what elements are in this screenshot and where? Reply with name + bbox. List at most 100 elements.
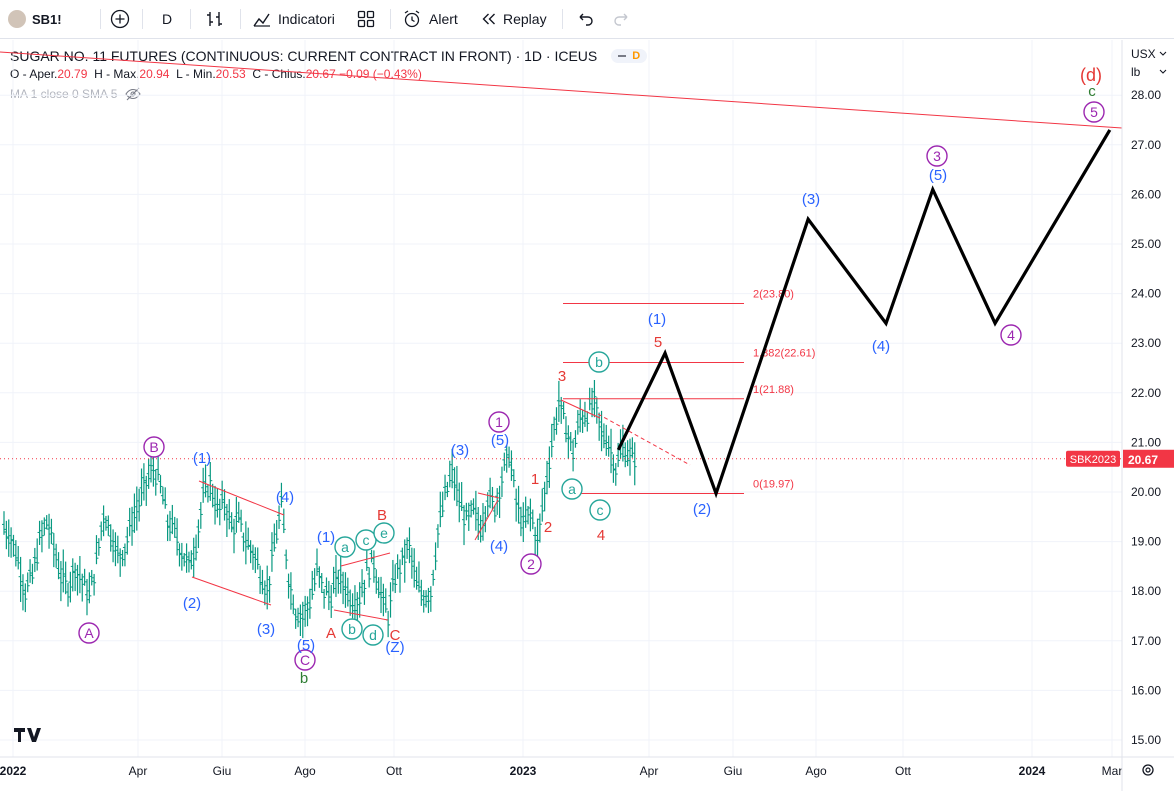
wave-label-1: (1) bbox=[648, 311, 666, 328]
x-tick-label: Ott bbox=[895, 764, 912, 778]
y-tick-label: 28.00 bbox=[1131, 88, 1161, 102]
close-value: 20.67 bbox=[305, 67, 336, 81]
high-value: 20.94 bbox=[139, 67, 170, 81]
pattern-trendline bbox=[333, 609, 389, 621]
status-badge[interactable]: D bbox=[611, 49, 648, 63]
x-tick-label: Ott bbox=[386, 764, 403, 778]
y-tick-label: 18.00 bbox=[1131, 584, 1161, 598]
wave-label-3: (3) bbox=[257, 621, 275, 638]
y-tick-label: 16.00 bbox=[1131, 683, 1161, 697]
last-price-tag bbox=[1123, 449, 1174, 468]
plus-circle-icon bbox=[110, 9, 130, 29]
wave-label-1: (1) bbox=[193, 450, 211, 467]
x-tick-label: Giu bbox=[724, 764, 743, 778]
high-label: H - Max. bbox=[94, 67, 140, 81]
market-status-label: D bbox=[632, 50, 641, 62]
close-label: C - Chius. bbox=[252, 67, 306, 81]
pattern-trendline bbox=[597, 413, 691, 466]
replay-button[interactable]: Replay bbox=[480, 7, 547, 31]
wave-label-b-circle bbox=[143, 436, 165, 458]
templates-button[interactable] bbox=[356, 7, 376, 31]
wave-label-4: (4) bbox=[276, 489, 294, 506]
symbol-search-button[interactable]: SB1! bbox=[8, 7, 62, 31]
wave-label-1-circle bbox=[488, 411, 510, 433]
interval-label: D bbox=[162, 11, 173, 27]
eye-off-icon[interactable] bbox=[125, 87, 142, 101]
wave-label-3: 3 bbox=[933, 148, 941, 164]
symbol-label: SB1! bbox=[32, 11, 62, 27]
wave-label-d-circle bbox=[362, 624, 384, 646]
y-tick-label: 21.00 bbox=[1131, 435, 1161, 449]
pattern-trendline bbox=[560, 399, 601, 419]
rewind-icon bbox=[482, 13, 495, 25]
wave-label-1: (1) bbox=[317, 529, 335, 546]
wave-label-4: (4) bbox=[490, 538, 508, 555]
wave-label-e: e bbox=[380, 525, 388, 541]
wave-label-b: b bbox=[348, 621, 356, 637]
x-tick-label: Ago bbox=[805, 764, 827, 778]
grid-layout-icon bbox=[357, 10, 375, 28]
pattern-trendline bbox=[474, 499, 499, 541]
x-tick-label: Mar bbox=[1102, 764, 1123, 778]
wave-label-c: C bbox=[300, 652, 310, 668]
compare-button[interactable] bbox=[110, 7, 130, 31]
pattern-trendline bbox=[198, 480, 285, 516]
chevron-down-icon bbox=[1159, 51, 1167, 74]
chart-type-button[interactable] bbox=[205, 7, 225, 31]
indicator-legend[interactable]: MA 1 close 0 SMA 5 bbox=[10, 87, 118, 101]
y-tick-label: 27.00 bbox=[1131, 138, 1161, 152]
wave-label-2: (2) bbox=[693, 501, 711, 518]
wave-label-c-circle bbox=[294, 649, 316, 671]
symbol-tag bbox=[1066, 450, 1120, 467]
wave-label-z: (Z) bbox=[385, 639, 404, 656]
pattern-trendline bbox=[340, 552, 391, 567]
wave-label-c: c bbox=[363, 532, 370, 548]
wave-label-4-circle bbox=[1000, 324, 1022, 346]
symbol-logo-icon bbox=[8, 10, 26, 28]
last-price-label: 20.67 bbox=[1128, 453, 1158, 467]
redo-button[interactable] bbox=[612, 7, 632, 31]
alarm-clock-icon bbox=[404, 10, 420, 28]
y-tick-label: 25.00 bbox=[1131, 237, 1161, 251]
wave-label-c-circle bbox=[589, 499, 611, 521]
wave-label-2-circle bbox=[520, 553, 542, 575]
wave-label-c: c bbox=[597, 502, 604, 518]
wave-label-4: 4 bbox=[597, 527, 605, 544]
wave-label-2: 2 bbox=[527, 556, 535, 572]
top-toolbar: SB1! D Indicatori Alert Replay bbox=[0, 0, 1174, 39]
wave-label-2: 2 bbox=[544, 519, 552, 536]
wave-label-1: 1 bbox=[495, 414, 503, 430]
wave-label-a-circle bbox=[561, 478, 583, 500]
alert-label: Alert bbox=[429, 11, 458, 27]
wave-label-c: c bbox=[1088, 83, 1096, 100]
wave-label-b: B bbox=[149, 439, 158, 455]
wave-label-5: (5) bbox=[491, 432, 509, 449]
pattern-trendline bbox=[477, 492, 500, 499]
wave-label-d: (d) bbox=[1080, 65, 1102, 85]
wave-label-a: a bbox=[341, 539, 349, 555]
wave-label-b: b bbox=[595, 354, 603, 370]
chart-title: SUGAR NO. 11 FUTURES (CONTINUOUS: CURREN… bbox=[10, 48, 598, 64]
indicators-label: Indicatori bbox=[278, 11, 335, 27]
x-tick-label: 2022 bbox=[0, 764, 27, 778]
wave-label-a: A bbox=[326, 625, 336, 642]
alert-button[interactable]: Alert bbox=[402, 7, 458, 31]
y-tick-label: 22.00 bbox=[1131, 386, 1161, 400]
wave-label-5: (5) bbox=[929, 167, 947, 184]
interval-button[interactable]: D bbox=[162, 7, 172, 31]
wave-label-b: b bbox=[300, 670, 308, 687]
undo-icon bbox=[579, 13, 593, 26]
x-tick-label: 2023 bbox=[510, 764, 537, 778]
x-tick-label: Giu bbox=[213, 764, 232, 778]
y-tick-label: 24.00 bbox=[1131, 287, 1161, 301]
indicators-button[interactable]: Indicatori bbox=[252, 7, 335, 31]
y-tick-label: 26.00 bbox=[1131, 187, 1161, 201]
wave-label-a: A bbox=[84, 625, 94, 641]
tradingview-logo-icon bbox=[14, 728, 41, 742]
wave-label-a-circle bbox=[334, 536, 356, 558]
undo-button[interactable] bbox=[575, 7, 595, 31]
symbol-tag-label: SBK2023 bbox=[1070, 454, 1116, 466]
fib-level-label: 1.382(22.61) bbox=[753, 348, 815, 360]
wave-label-4: (4) bbox=[872, 338, 890, 355]
